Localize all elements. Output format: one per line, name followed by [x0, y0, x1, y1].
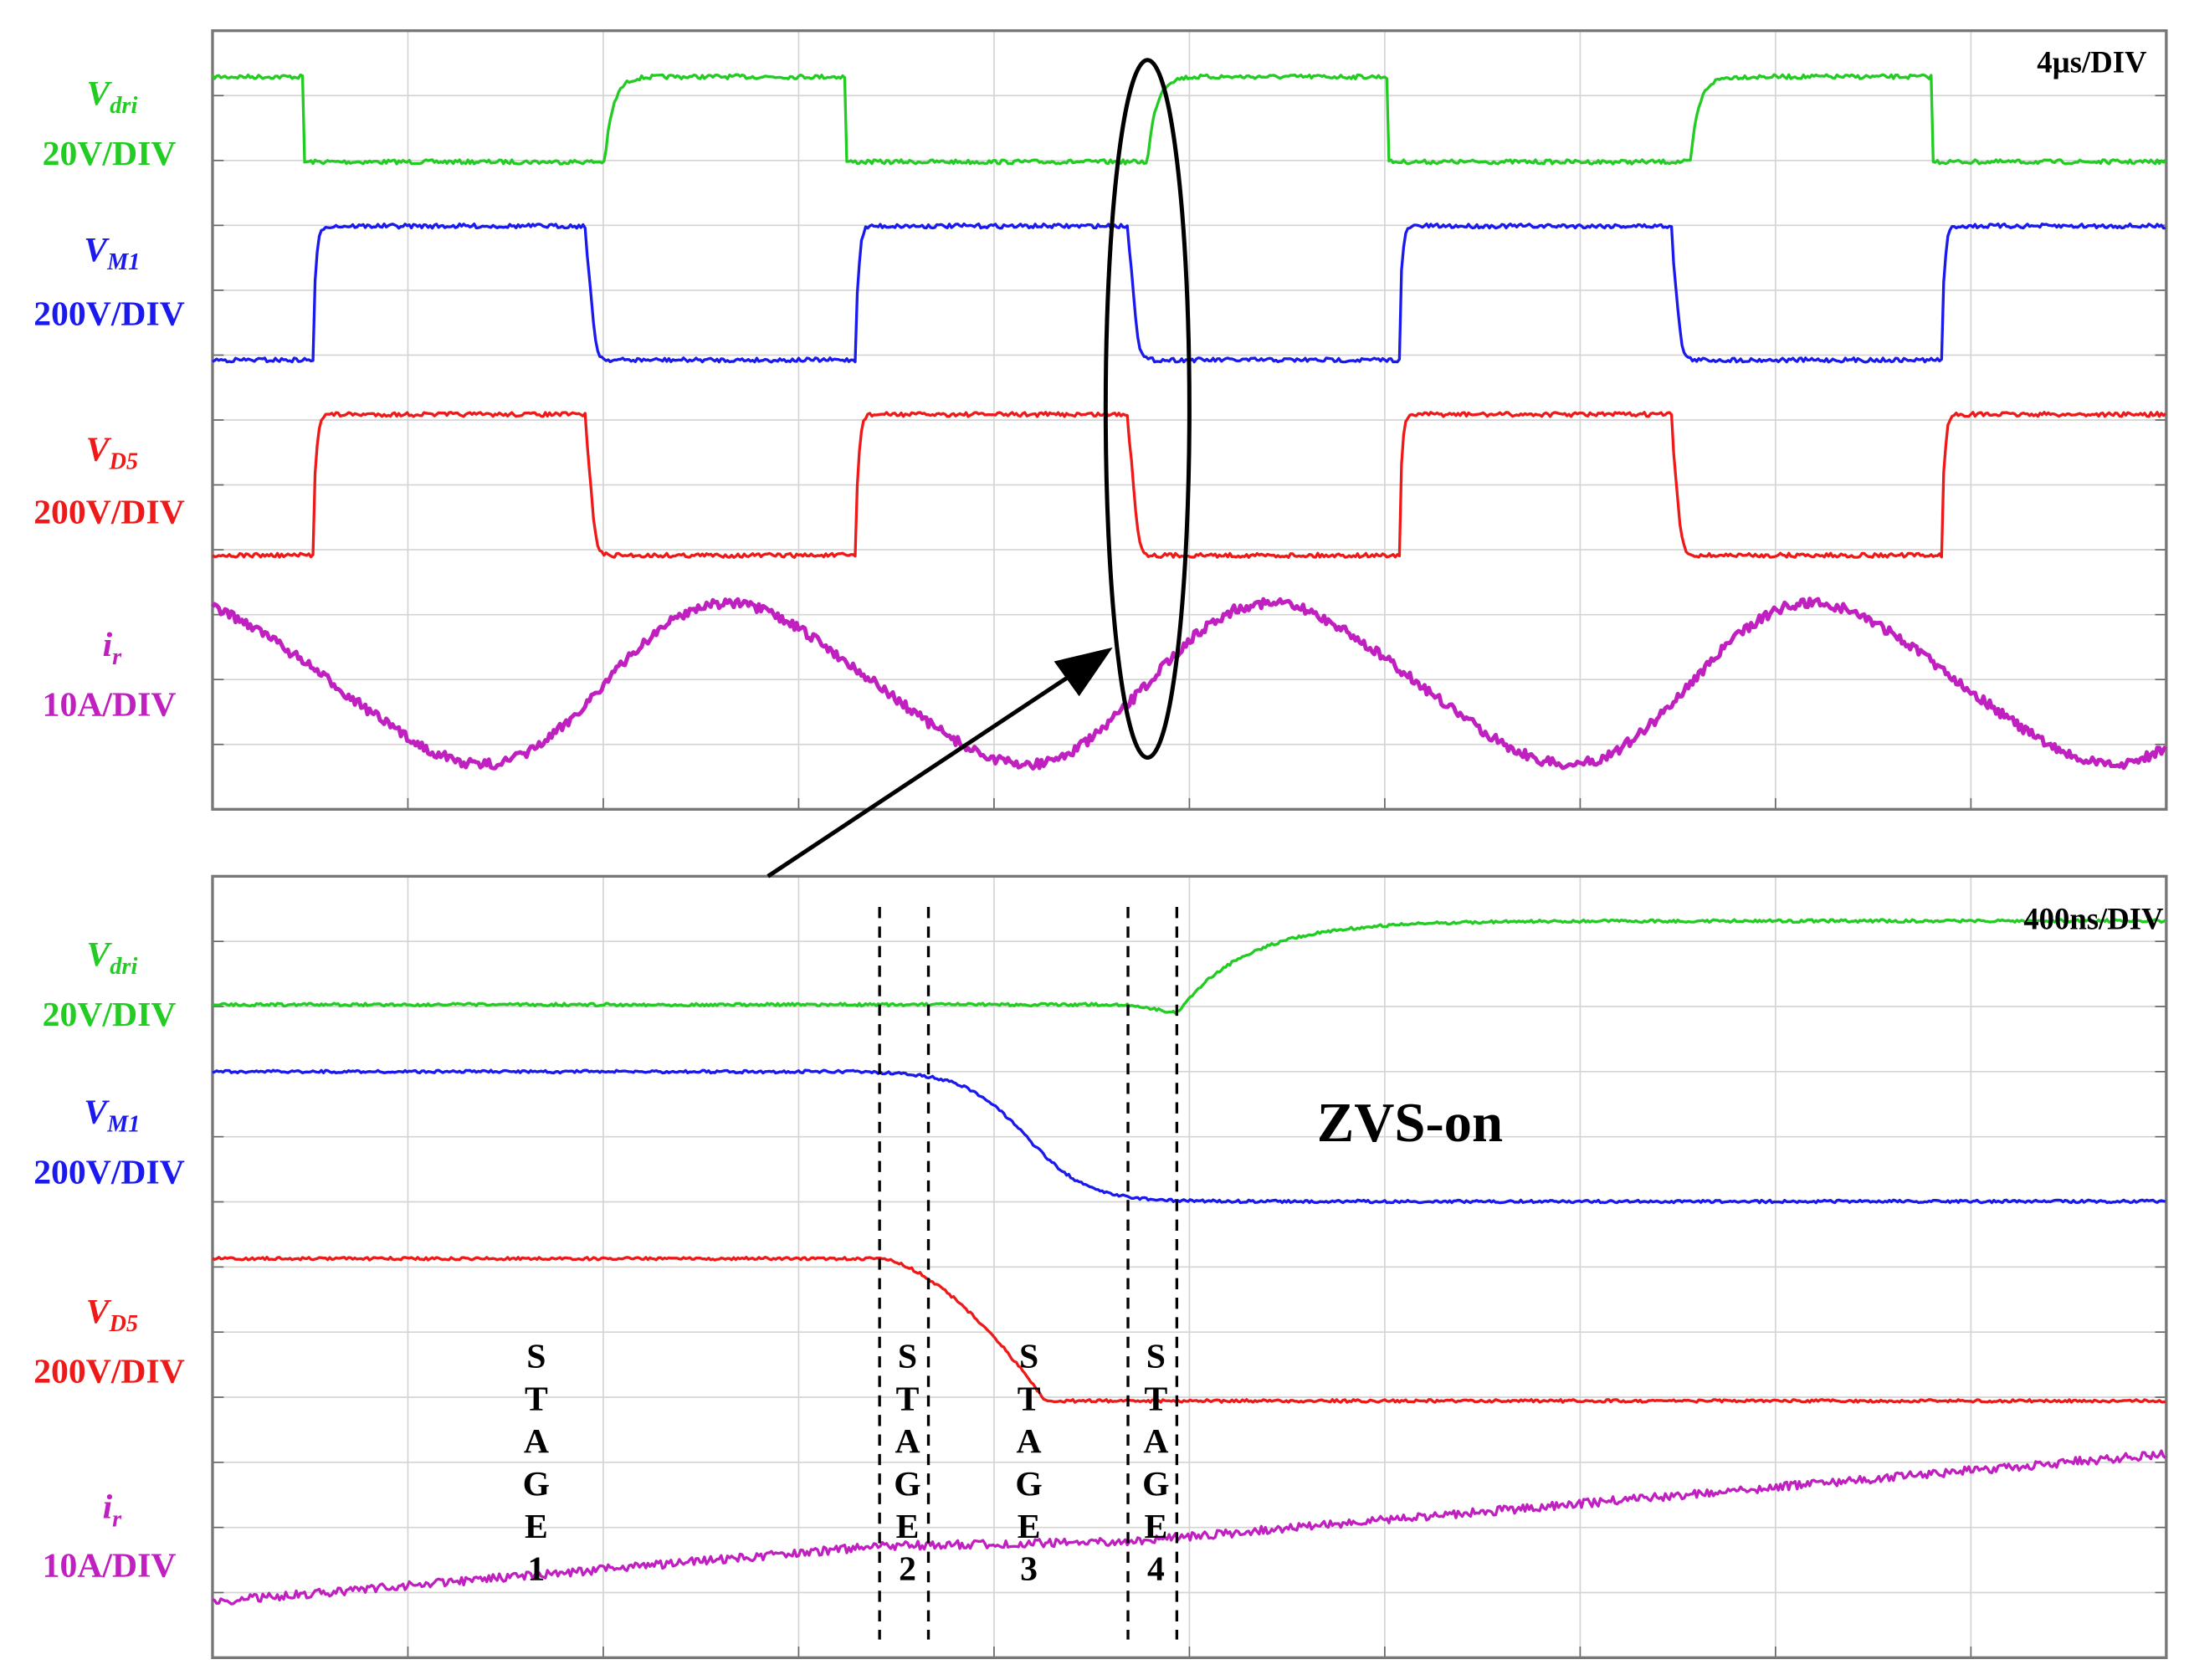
subscript: r: [112, 1507, 122, 1533]
vdri-trace: [211, 73, 2167, 166]
subscript: D5: [108, 1311, 138, 1337]
stage-char: G: [1015, 1465, 1042, 1503]
channel-scale: 200V/DIV: [33, 493, 185, 531]
vm1-trace: [212, 1068, 2166, 1205]
ir-trace: [212, 1449, 2167, 1606]
channel-scale: 10A/DIV: [43, 686, 177, 725]
channel-scale: 20V/DIV: [43, 996, 177, 1034]
channel-scale: 20V/DIV: [43, 135, 177, 173]
waveform-layer: Vdri20V/DIVVM1200V/DIVVD5200V/DIVir10A/D…: [33, 29, 2168, 1659]
highlight-ellipse: [1103, 58, 1192, 761]
vd5-trace: [212, 1255, 2166, 1404]
channel-symbol: Vdri: [86, 74, 137, 119]
stage-char: E: [525, 1508, 548, 1546]
subscript: r: [112, 644, 122, 670]
stage-char: T: [1144, 1380, 1167, 1418]
channel-symbol: ir: [103, 626, 123, 670]
stage-char: A: [895, 1422, 920, 1461]
channel-scale: 200V/DIV: [33, 1153, 185, 1191]
subscript: D5: [108, 448, 138, 474]
stage-char: E: [1144, 1508, 1167, 1546]
channel-scale: 200V/DIV: [33, 295, 185, 334]
stage-char: S: [1019, 1337, 1038, 1375]
stage-char: A: [1017, 1422, 1042, 1461]
channel-scale: 200V/DIV: [33, 1353, 185, 1391]
symbol: i: [103, 626, 113, 664]
stage-char: 4: [1147, 1550, 1165, 1589]
channel-symbol: VM1: [84, 231, 140, 275]
annotation: ZVS-on: [1317, 1093, 1503, 1154]
subscript: dri: [110, 954, 137, 980]
panel-frame: [211, 874, 2168, 1659]
stage-char: S: [1146, 1337, 1166, 1375]
channel-symbol: VD5: [86, 1293, 138, 1337]
ir-trace: [211, 597, 2168, 771]
channel-symbol: VD5: [86, 430, 138, 474]
stage-char: T: [525, 1380, 548, 1418]
symbol: V: [84, 1094, 110, 1132]
stage-char: E: [896, 1508, 920, 1546]
timebase: 4µs/DIV: [2037, 45, 2147, 79]
symbol: V: [86, 1293, 112, 1331]
stage-char: G: [894, 1465, 920, 1503]
stage-char: T: [1018, 1380, 1041, 1418]
subscript: M1: [106, 1112, 140, 1138]
symbol: V: [86, 935, 112, 974]
stage-char: E: [1018, 1508, 1041, 1546]
stage-char: G: [523, 1465, 550, 1503]
stage-char: 3: [1020, 1550, 1038, 1589]
channel-symbol: ir: [103, 1488, 123, 1533]
stage-char: 1: [527, 1550, 545, 1589]
stage-char: 2: [899, 1550, 916, 1589]
stage-char: A: [1143, 1422, 1168, 1461]
arrow: [766, 670, 1077, 878]
subscript: dri: [110, 93, 137, 119]
vd5-trace: [211, 411, 2167, 559]
channel-scale: 10A/DIV: [43, 1547, 177, 1585]
timebase: 400ns/DIV: [2023, 902, 2164, 936]
arrow-head: [1053, 647, 1113, 697]
symbol: i: [103, 1488, 113, 1527]
panel-frame: [211, 29, 2168, 811]
stage-char: T: [896, 1380, 920, 1418]
channel-symbol: Vdri: [86, 935, 137, 980]
symbol: V: [86, 74, 112, 113]
subscript: M1: [106, 249, 140, 275]
stage-char: G: [1142, 1465, 1169, 1503]
symbol: V: [84, 231, 110, 269]
symbol: V: [86, 430, 112, 469]
channel-symbol: VM1: [84, 1094, 140, 1138]
stage-char: A: [524, 1422, 549, 1461]
stage-char: S: [526, 1337, 546, 1375]
stage-char: S: [898, 1337, 917, 1375]
vdri-trace: [212, 918, 2166, 1015]
